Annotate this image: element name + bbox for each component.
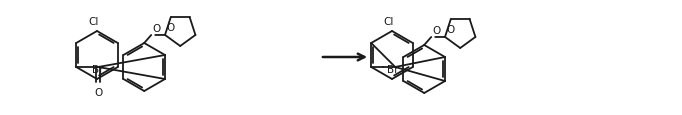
Text: Br: Br bbox=[92, 64, 104, 74]
Text: O: O bbox=[447, 25, 455, 35]
Text: Cl: Cl bbox=[384, 17, 394, 27]
Text: Br: Br bbox=[387, 64, 399, 74]
Text: O: O bbox=[166, 23, 175, 33]
Text: O: O bbox=[432, 26, 441, 36]
Text: O: O bbox=[152, 24, 160, 34]
Text: O: O bbox=[94, 87, 102, 97]
Text: Cl: Cl bbox=[89, 17, 99, 27]
